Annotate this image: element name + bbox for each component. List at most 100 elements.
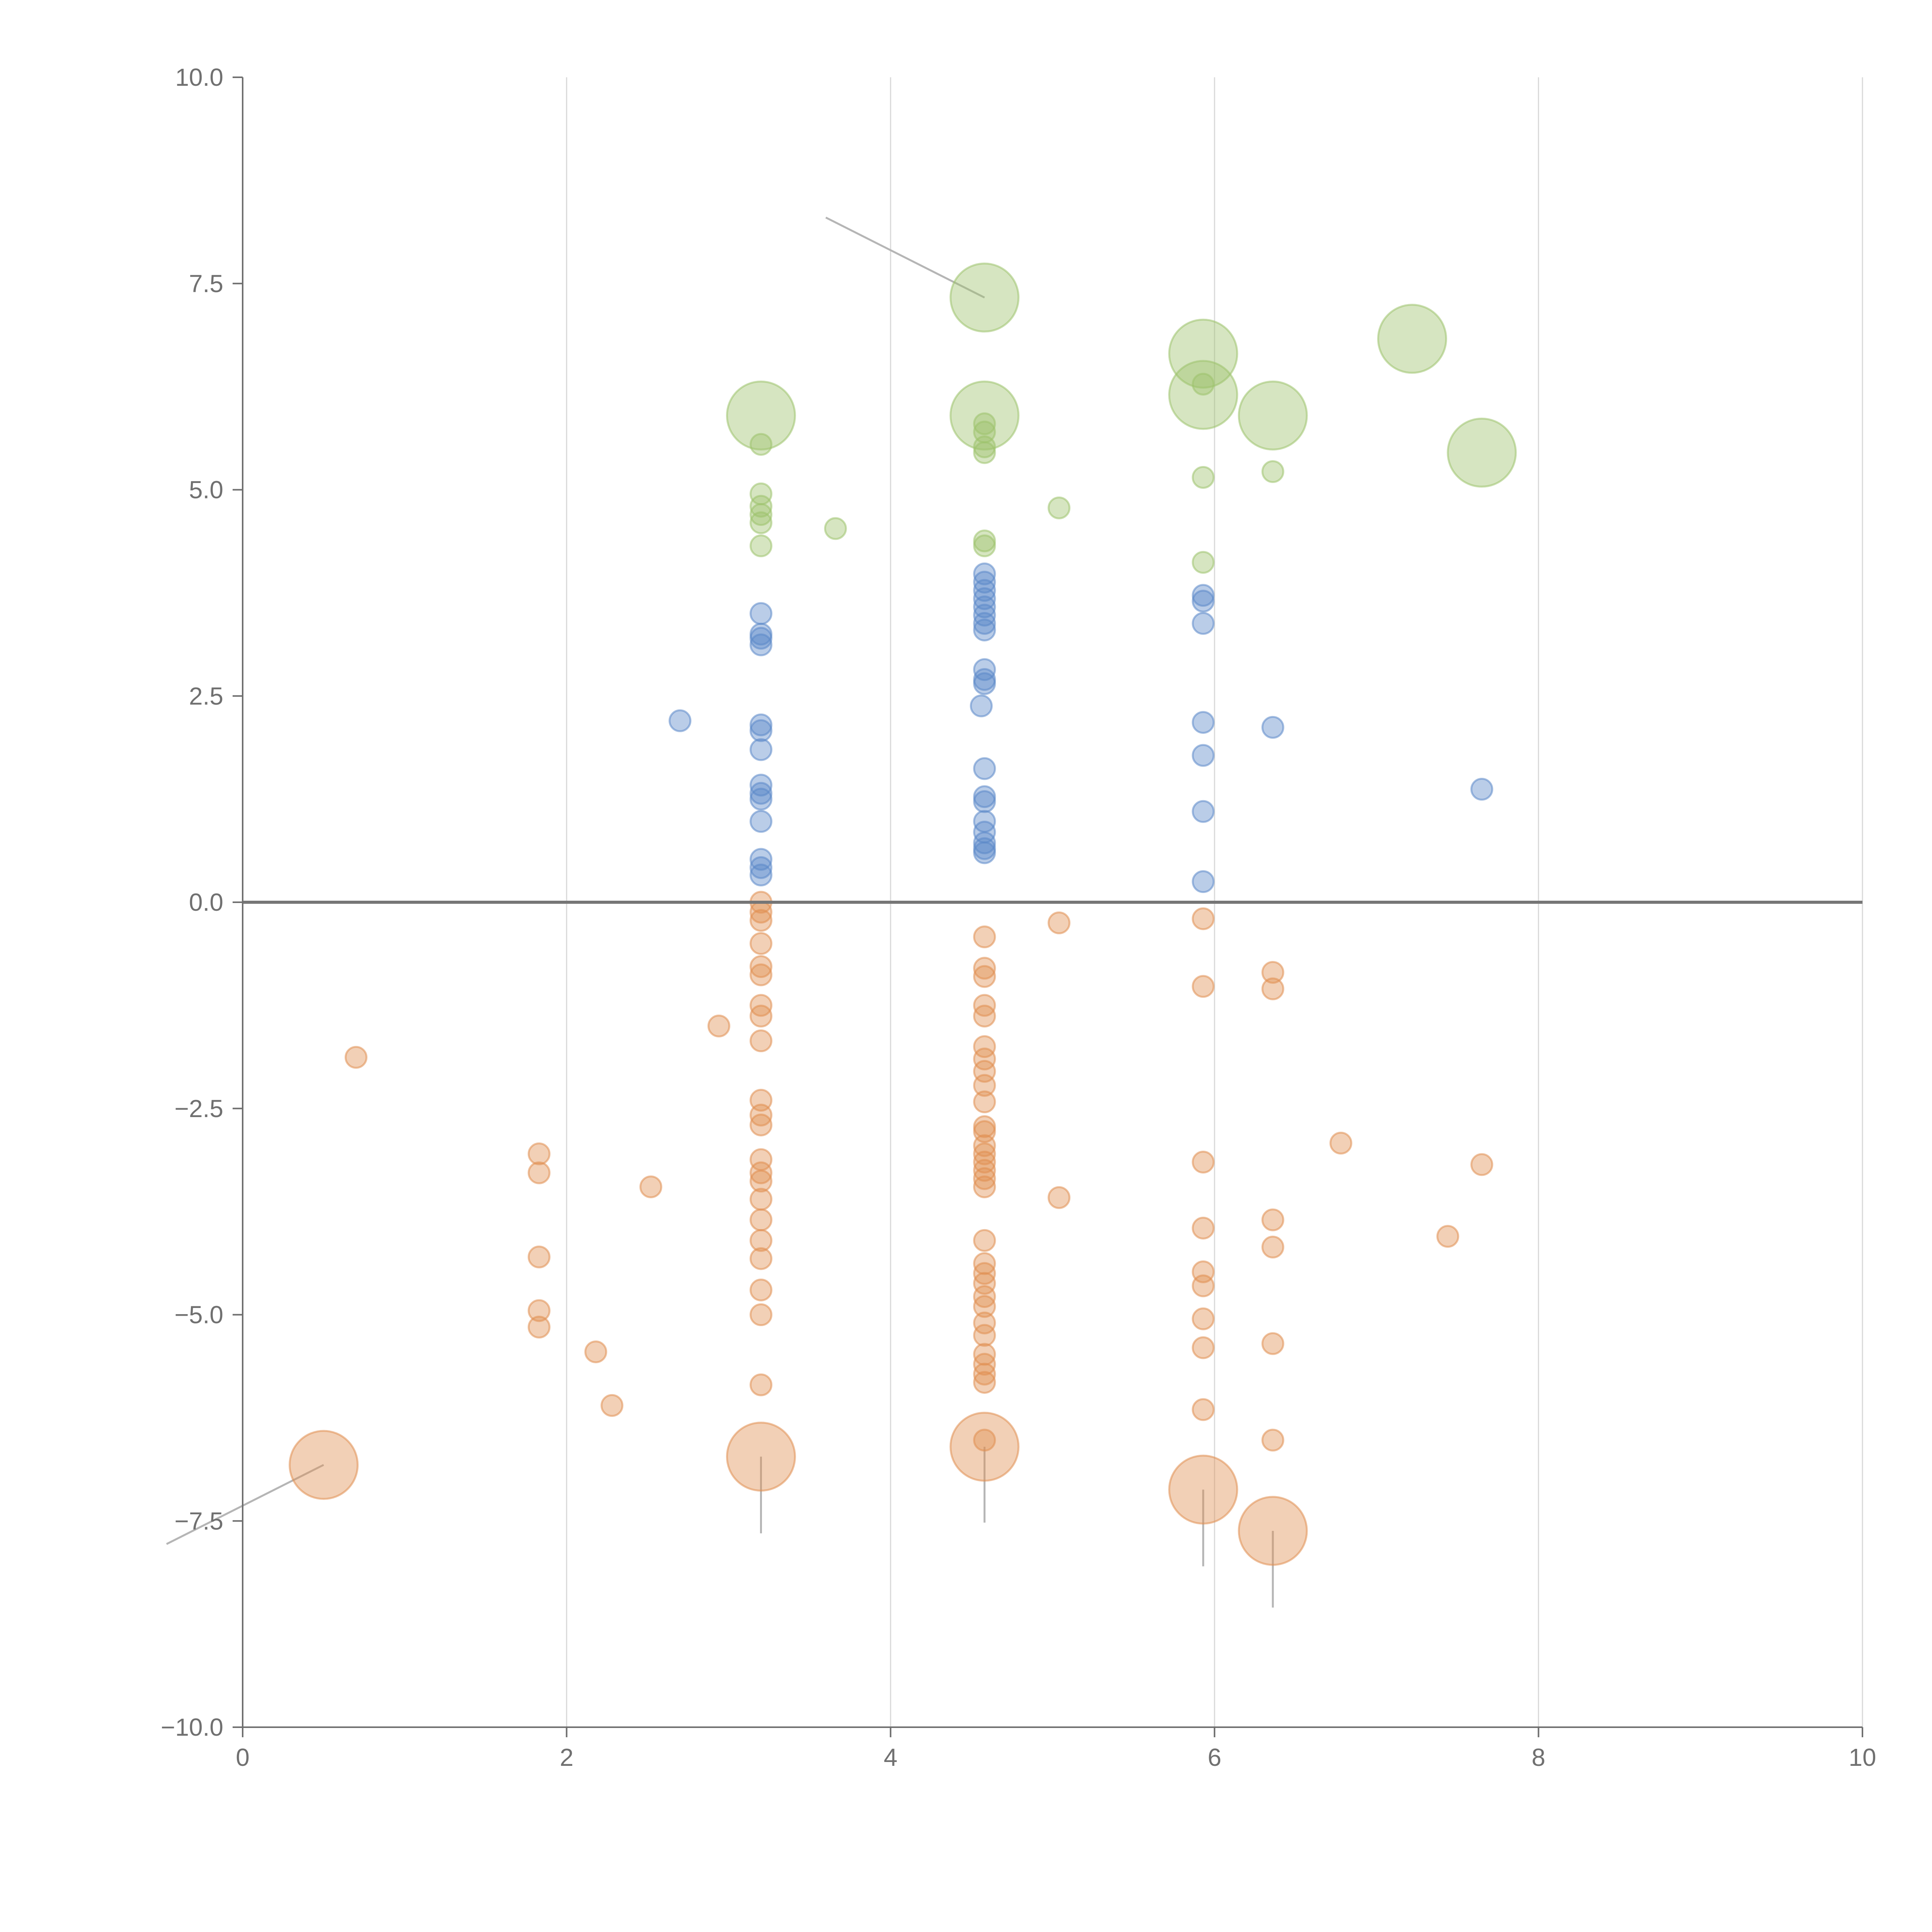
- point-orange-38: [973, 1005, 996, 1028]
- point-orange-13: [749, 909, 772, 932]
- point-orange-81: [1261, 1235, 1284, 1259]
- point-blue-0: [668, 709, 692, 732]
- point-blue-40: [1192, 800, 1215, 823]
- point-orange-36: [973, 965, 996, 988]
- point-blue-36: [1192, 590, 1215, 613]
- point-orange-18: [749, 1005, 772, 1028]
- point-blue-42: [1261, 716, 1284, 739]
- point-orange-51: [973, 1175, 996, 1199]
- point-green-9: [949, 380, 1020, 451]
- y-tick-label-−10.0: −10.0: [161, 1713, 223, 1741]
- point-green-7: [824, 517, 847, 540]
- point-orange-75: [1192, 1336, 1215, 1359]
- point-green-13: [973, 441, 996, 464]
- point-blue-28: [973, 785, 996, 808]
- point-orange-59: [973, 1324, 996, 1347]
- point-orange-0: [344, 1046, 367, 1069]
- point-orange-47: [973, 1142, 996, 1165]
- point-green-21: [1192, 551, 1215, 574]
- point-orange-25: [749, 1170, 772, 1193]
- point-blue-39: [1192, 744, 1215, 767]
- series-orange: [289, 891, 1493, 1566]
- point-orange-84: [1238, 1496, 1308, 1566]
- y-tick-label-−7.5: −7.5: [175, 1507, 223, 1535]
- point-orange-15: [749, 955, 772, 978]
- point-blue-29: [973, 790, 996, 813]
- point-orange-31: [749, 1303, 772, 1326]
- x-axis-ticks: 0 2 4 6 8 10: [236, 1727, 1876, 1771]
- point-green-12: [973, 435, 996, 458]
- point-green-22: [1238, 380, 1308, 451]
- x-tick-label-6: 6: [1208, 1743, 1221, 1771]
- point-blue-26: [970, 694, 993, 718]
- point-blue-14: [749, 864, 772, 887]
- point-orange-82: [1261, 1332, 1284, 1355]
- point-orange-67: [1048, 1186, 1071, 1209]
- point-orange-74: [1192, 1307, 1215, 1330]
- point-orange-7: [584, 1340, 607, 1364]
- point-blue-35: [1192, 584, 1215, 607]
- x-tick-label-4: 4: [884, 1743, 898, 1771]
- point-orange-32: [749, 1373, 772, 1396]
- annotation-leader-lines: [166, 216, 1274, 1608]
- point-orange-4: [527, 1245, 551, 1269]
- point-blue-18: [973, 587, 996, 610]
- point-orange-22: [749, 1113, 772, 1136]
- point-green-16: [1048, 496, 1071, 519]
- point-orange-58: [973, 1311, 996, 1335]
- point-orange-16: [749, 963, 772, 986]
- point-blue-22: [973, 618, 996, 641]
- point-orange-83: [1261, 1429, 1284, 1452]
- y-tick-label-−2.5: −2.5: [175, 1095, 223, 1122]
- point-blue-15: [973, 562, 996, 585]
- point-green-8: [949, 262, 1020, 333]
- point-blue-25: [973, 672, 996, 695]
- point-blue-16: [973, 571, 996, 594]
- point-green-15: [973, 534, 996, 558]
- point-orange-76: [1192, 1398, 1215, 1421]
- point-orange-62: [973, 1362, 996, 1386]
- point-blue-41: [1192, 870, 1215, 893]
- point-blue-43: [1470, 778, 1493, 801]
- point-orange-42: [973, 1074, 996, 1097]
- point-blue-4: [749, 633, 772, 656]
- point-green-3: [749, 495, 772, 518]
- point-orange-35: [973, 957, 996, 980]
- y-tick-label-10.0: 10.0: [175, 63, 223, 91]
- point-orange-39: [973, 1035, 996, 1058]
- point-green-14: [973, 529, 996, 553]
- point-green-6: [749, 534, 772, 558]
- point-blue-3: [749, 627, 772, 650]
- point-blue-9: [749, 782, 772, 805]
- point-orange-71: [1192, 1216, 1215, 1240]
- annotation-leader-1: [166, 1464, 324, 1545]
- point-green-10: [973, 412, 996, 435]
- point-orange-69: [1192, 975, 1215, 998]
- point-orange-52: [973, 1229, 996, 1252]
- point-orange-77: [1168, 1454, 1238, 1525]
- point-green-19: [1192, 372, 1215, 396]
- point-blue-1: [749, 602, 772, 625]
- point-blue-6: [749, 719, 772, 742]
- y-axis-ticks: 10.0 7.5 5.0 2.5 0.0 −2.5 −5.0 −7.5 −10.0: [161, 63, 243, 1741]
- point-orange-14: [749, 932, 772, 955]
- point-orange-70: [1192, 1151, 1215, 1174]
- x-tick-label-0: 0: [236, 1743, 250, 1771]
- point-green-1: [749, 433, 772, 456]
- series-blue: [668, 562, 1493, 893]
- point-orange-40: [973, 1048, 996, 1071]
- point-blue-10: [749, 787, 772, 811]
- point-green-25: [1447, 417, 1517, 488]
- point-blue-11: [749, 810, 772, 833]
- point-orange-28: [749, 1229, 772, 1252]
- point-orange-27: [749, 1208, 772, 1231]
- point-orange-78: [1261, 961, 1284, 984]
- point-blue-37: [1192, 612, 1215, 635]
- point-orange-1: [289, 1430, 359, 1500]
- point-orange-10: [707, 1014, 730, 1037]
- point-orange-2: [527, 1142, 551, 1165]
- point-orange-63: [973, 1371, 996, 1394]
- point-orange-49: [973, 1159, 996, 1182]
- point-orange-33: [726, 1422, 796, 1492]
